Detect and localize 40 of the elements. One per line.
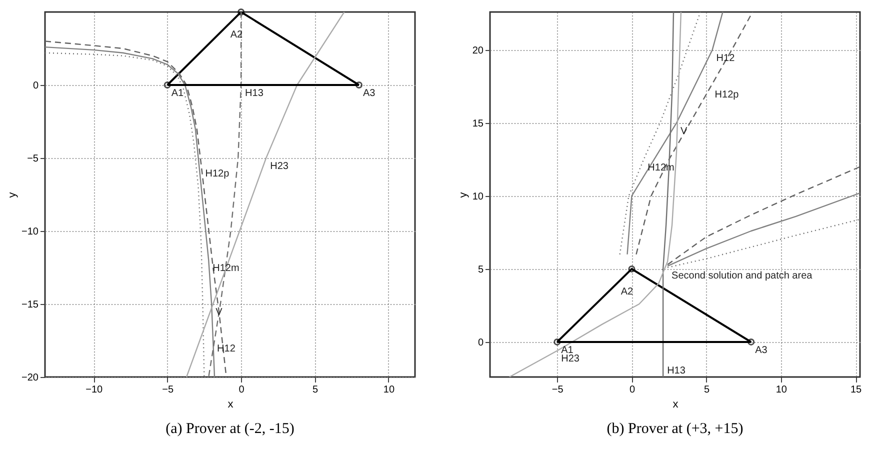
y-tick-label: 0 [32, 80, 39, 92]
x-tick-label: −5 [552, 384, 564, 396]
y-tick-label: −5 [27, 154, 39, 164]
annotation: A2 [620, 286, 634, 298]
annotation: A3 [362, 88, 376, 99]
y-tick-label: 20 [472, 45, 484, 56]
annotation: H13 [245, 88, 264, 99]
y-tick-label: 0 [478, 337, 484, 348]
y-tick-label: −20 [22, 372, 39, 384]
x-tick-label: 10 [383, 384, 395, 396]
x-tick-label: −10 [86, 384, 104, 396]
annotation: H12p [714, 89, 740, 100]
x-tick-label: 0 [629, 384, 636, 396]
x-tick-label: 10 [776, 384, 788, 396]
annotation: H23 [561, 354, 580, 365]
annotation: H13 [667, 365, 686, 376]
x-tick-label: 5 [312, 384, 318, 396]
annotation: Second solution and patch area [672, 270, 813, 282]
x-tick-label: 15 [850, 384, 862, 396]
text: (b) Prover at (+3, +15) [606, 421, 744, 437]
y-tick-label: 15 [472, 118, 484, 130]
annotation: H23 [270, 161, 289, 172]
x-axis-title: x [672, 398, 679, 410]
annotation: H12m [212, 263, 240, 274]
y-tick-label: −15 [22, 300, 39, 310]
y-tick-label: −10 [22, 226, 39, 238]
annotation: A1 [171, 88, 184, 99]
x-axis-title: x [228, 398, 234, 410]
annotation: A1 [561, 344, 574, 356]
annotation: H12 [716, 52, 736, 64]
x-tick-label: 0 [238, 384, 245, 396]
y-tick-label: 10 [472, 191, 484, 202]
text: (a) Prover at (-2, -15) [166, 421, 294, 437]
x-tick-label: −5 [162, 384, 174, 396]
y-axis-title: y [457, 192, 470, 198]
y-tick-label: 5 [478, 264, 484, 276]
y-axis-title: y [6, 192, 19, 198]
x-tick-label: 5 [704, 384, 710, 396]
annotation: A3 [755, 344, 768, 356]
annotation: H12p [205, 168, 230, 180]
